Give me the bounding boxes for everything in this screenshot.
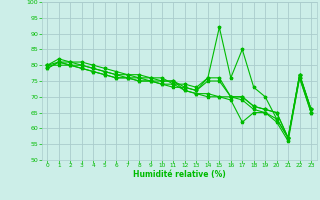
X-axis label: Humidité relative (%): Humidité relative (%): [133, 170, 226, 179]
